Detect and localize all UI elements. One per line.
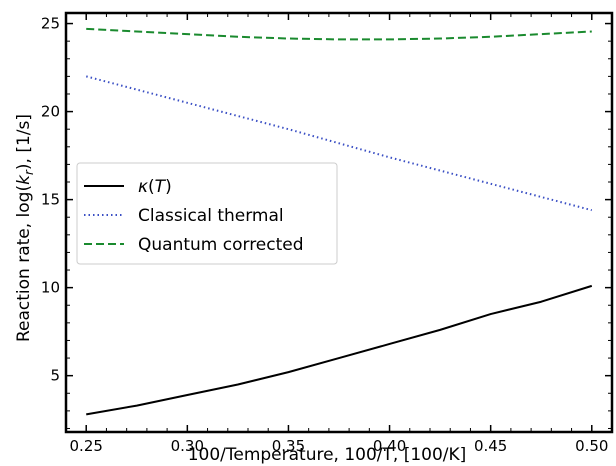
legend: κ(T) Classical thermal Quantum corrected (76, 162, 338, 265)
y-tick-label: 5 (50, 367, 60, 385)
y-axis-label-prefix: Reaction rate, log( (14, 185, 34, 342)
legend-box (76, 162, 338, 265)
data-layer (85, 27, 593, 416)
y-axis-label-subscript: r (22, 169, 36, 175)
x-tick-label: 0.40 (373, 437, 406, 455)
y-axis-label: Reaction rate, log(kr), [1/s] (14, 114, 36, 342)
legend-kappa-open: ( (148, 177, 155, 197)
series-line-1 (85, 75, 593, 212)
x-tick-label: 0.30 (171, 437, 204, 455)
legend-kappa-t: T (155, 177, 167, 197)
legend-label-quantum: Quantum corrected (138, 235, 304, 255)
y-axis-label-k: k (14, 174, 34, 185)
y-tick-label: 20 (41, 103, 60, 121)
series-line-0 (86, 284, 593, 416)
y-tick-labels: 5 10 15 20 25 (41, 15, 60, 385)
y-axis-label-suffix: ), [1/s] (14, 114, 34, 170)
legend-label-classical: Classical thermal (138, 206, 284, 226)
y-tick-label: 10 (41, 279, 60, 297)
tick-layer (65, 13, 613, 432)
legend-kappa-symbol: κ (138, 177, 148, 197)
legend-kappa-close: ) (165, 177, 172, 197)
x-tick-label: 0.45 (474, 437, 507, 455)
y-tick-label: 25 (41, 15, 60, 33)
plot-frame (64, 11, 614, 434)
x-tick-labels: 0.25 0.30 0.35 0.40 0.45 0.50 (70, 437, 609, 455)
legend-label-kappa: κ(T) (138, 177, 172, 197)
x-axis-label: 100/Temperature, 100/T, [100/K] (188, 445, 467, 465)
x-tick-label: 0.50 (575, 437, 608, 455)
y-tick-label: 15 (41, 191, 60, 209)
x-tick-label: 0.25 (70, 437, 103, 455)
series-line-2 (86, 27, 592, 41)
x-tick-label: 0.35 (272, 437, 305, 455)
